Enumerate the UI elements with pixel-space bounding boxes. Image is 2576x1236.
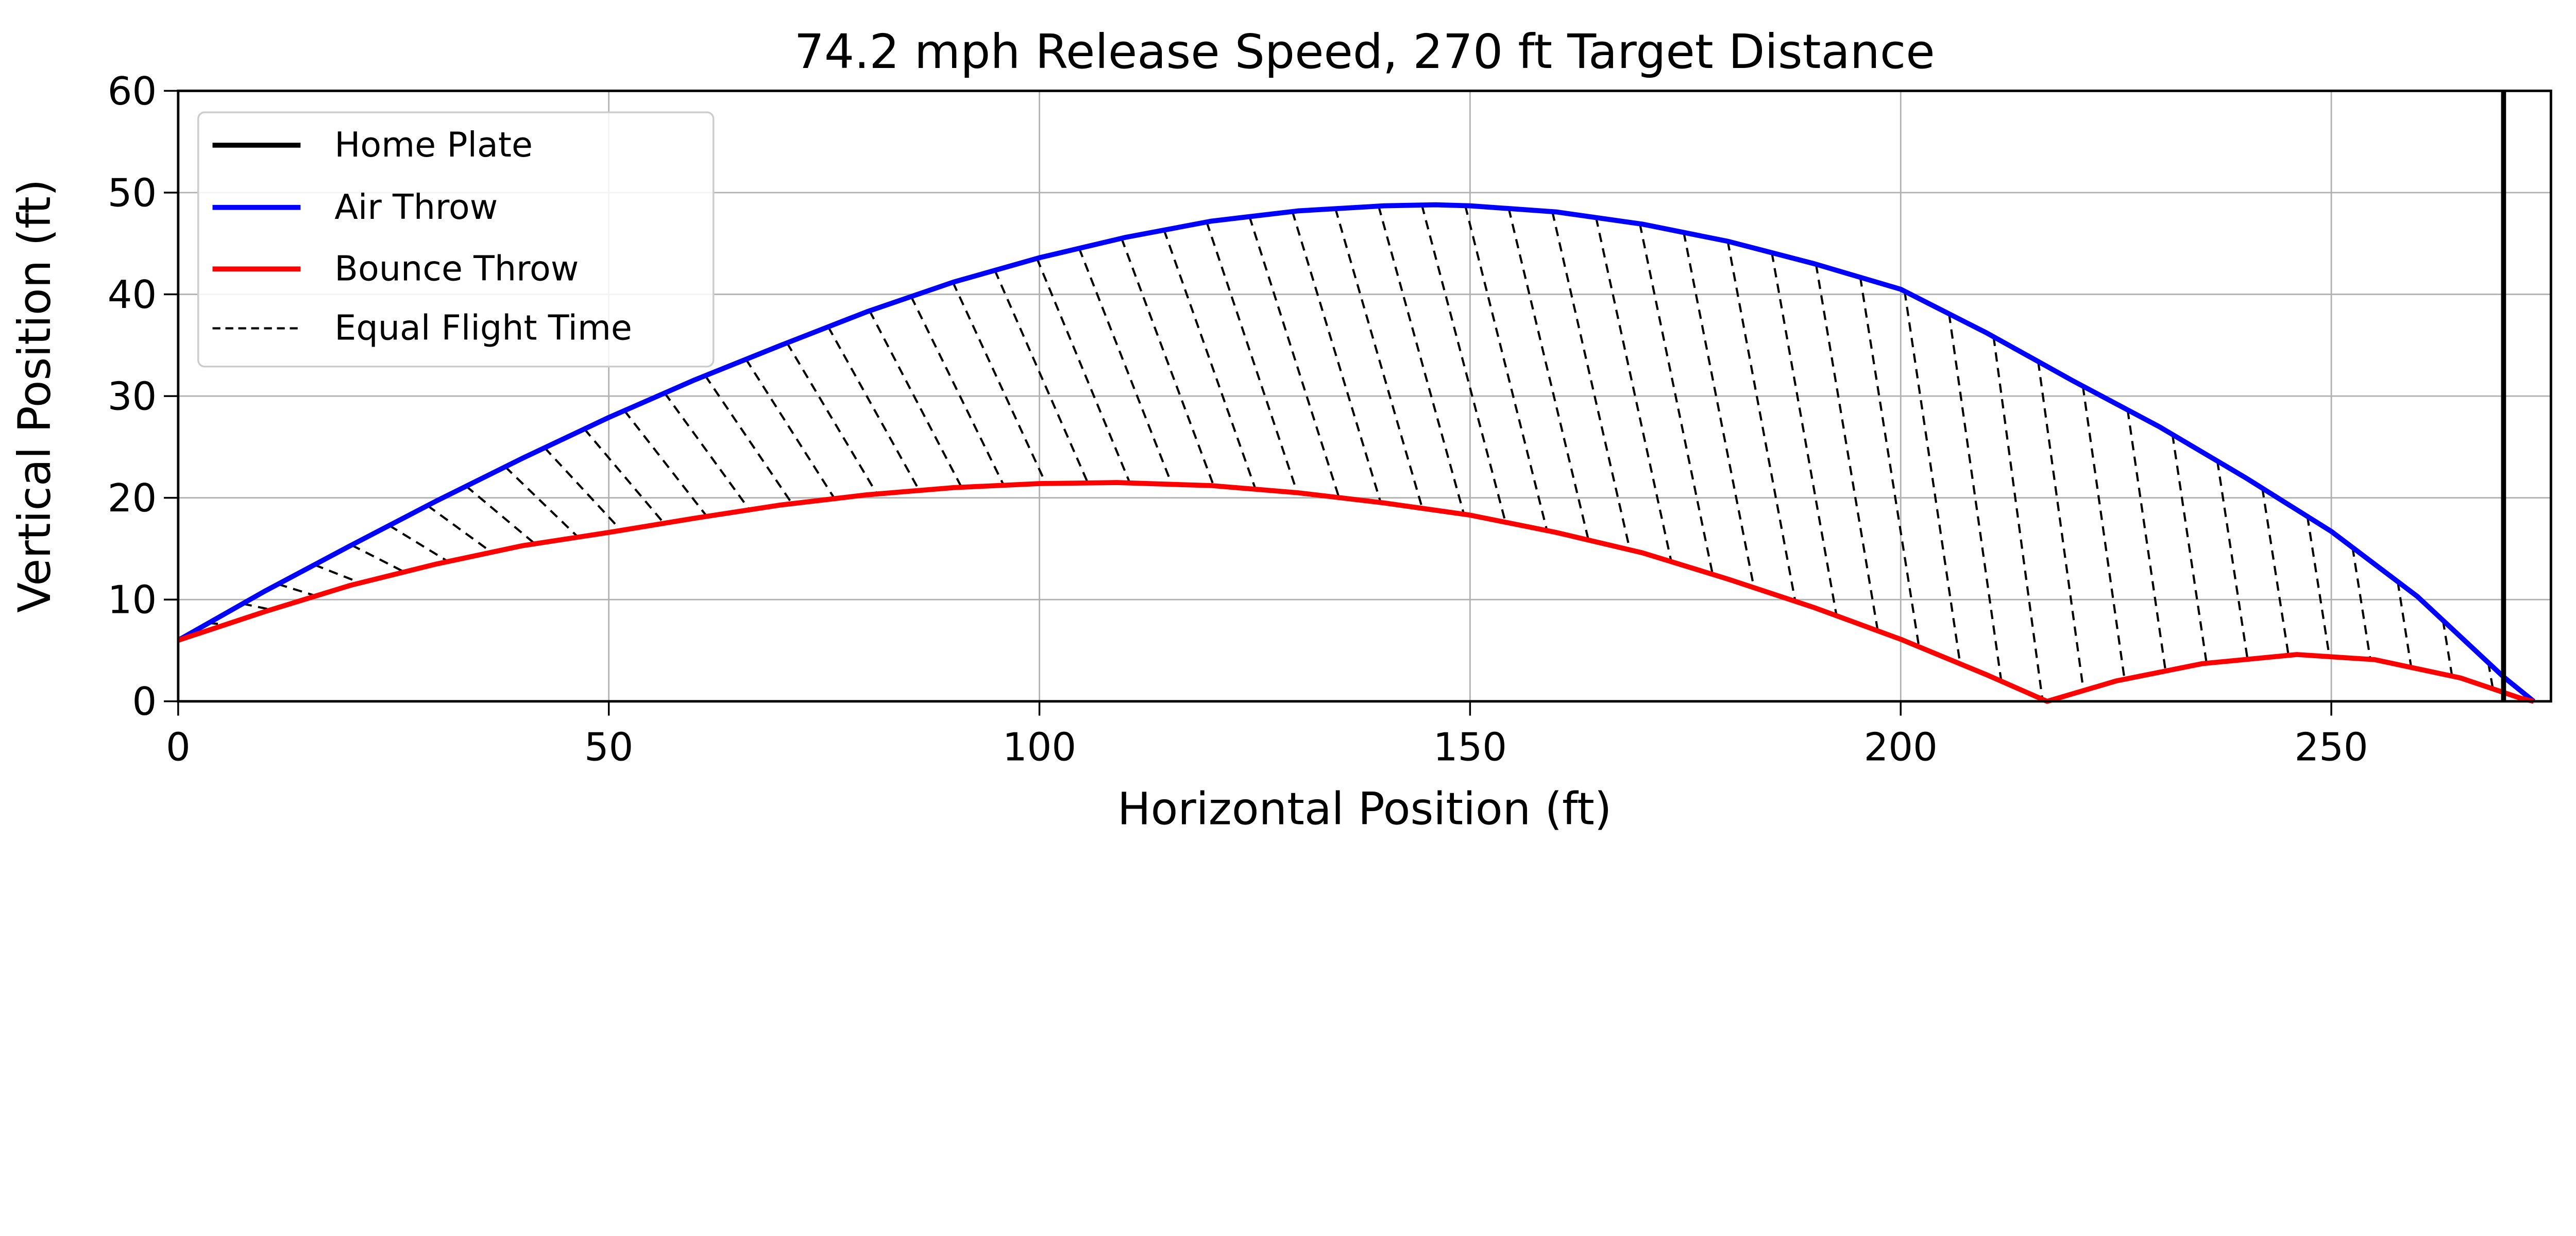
equal-flight-time-line (1377, 205, 1465, 515)
x-tick-label: 150 (1433, 724, 1507, 769)
equal-flight-time-line (1638, 224, 1714, 575)
chart: 74.2 mph Release Speed, 270 ft Target Di… (9, 24, 2552, 835)
equal-flight-time-line (1420, 204, 1507, 523)
equal-flight-time-line (2081, 386, 2126, 680)
equal-flight-time-line (869, 310, 963, 488)
x-tick-label: 0 (166, 724, 191, 769)
series-lines (177, 91, 2535, 704)
equal-flight-time-line (1464, 205, 1548, 531)
equal-flight-time-line (351, 544, 405, 573)
equal-flight-time-line (1551, 211, 1631, 551)
equal-flight-time-line (1595, 217, 1673, 562)
equal-flight-time-line (1771, 252, 1838, 616)
x-axis-label: Horizontal Position (ft) (1117, 784, 1612, 835)
equal-flight-time-line (2126, 409, 2167, 672)
y-axis-label: Vertical Position (ft) (9, 179, 61, 613)
y-tick-label: 60 (108, 68, 157, 114)
equal-flight-time-line (1163, 230, 1257, 490)
legend-box (197, 111, 715, 368)
equal-flight-time-line (314, 563, 361, 584)
x-tick-label: 100 (1003, 724, 1076, 769)
equal-flight-time-line (544, 447, 622, 531)
equal-flight-time-line (504, 466, 579, 538)
equal-flight-time-line (583, 428, 665, 524)
equal-flight-time-line (1120, 238, 1215, 486)
legend-label-air-throw: Air Throw (334, 187, 498, 227)
x-tick-label: 250 (2295, 724, 2368, 769)
equal-flight-time-line (1507, 208, 1590, 541)
y-tick-label: 50 (108, 170, 157, 215)
equal-flight-time-line (1291, 211, 1382, 503)
equal-flight-time-line (745, 358, 836, 500)
y-tick-label: 0 (132, 679, 157, 724)
equal-flight-time-line (1036, 258, 1131, 484)
x-tick-label: 50 (584, 724, 633, 769)
equal-flight-time-line (2306, 516, 2331, 657)
equal-flight-time-line (278, 583, 316, 597)
equal-flight-time-line (786, 342, 878, 495)
equal-flight-time-line (1078, 248, 1173, 485)
equal-flight-time-line (994, 270, 1089, 484)
equal-flight-time-line (704, 375, 793, 505)
equal-flight-time-line (1334, 208, 1423, 509)
equal-flight-time-line (1726, 241, 1797, 602)
legend-label-bounce-throw: Bounce Throw (334, 248, 579, 288)
equal-flight-time-line (2216, 460, 2249, 660)
x-tick-label: 200 (1864, 724, 1938, 769)
equal-flight-time-line (623, 410, 708, 517)
equal-flight-time-line (664, 392, 751, 511)
y-tick-label: 20 (108, 475, 157, 521)
legend-label-home-plate: Home Plate (334, 125, 533, 165)
equal-flight-time-line (2261, 488, 2290, 656)
chart-title: 74.2 mph Release Speed, 270 ft Target Di… (794, 24, 1935, 79)
y-tick-label: 40 (108, 272, 157, 317)
equal-flight-time-line (2037, 361, 2085, 691)
legend: Home Plate Air Throw Bounce Throw Equal … (197, 111, 715, 368)
equal-flight-time-line (2171, 434, 2208, 664)
legend-label-equal-flight-time: Equal Flight Time (334, 308, 632, 348)
y-tick-label: 30 (108, 373, 157, 419)
equal-flight-time-line (910, 296, 1005, 486)
equal-flight-time-line (2351, 547, 2371, 660)
equal-flight-time-line (1206, 221, 1298, 493)
bounce-throw-line (177, 480, 2535, 704)
equal-flight-time-line (1248, 216, 1340, 498)
equal-flight-time-lines (208, 204, 2494, 700)
equal-flight-time-line (1992, 336, 2044, 700)
equal-flight-time-line (427, 505, 493, 554)
equal-flight-time-line (2487, 662, 2494, 689)
equal-flight-time-line (952, 282, 1047, 484)
air-throw-line (177, 202, 2535, 703)
y-tick-label: 10 (108, 577, 157, 623)
ticks: 0 50 100 150 200 250 0 10 20 30 40 50 60 (108, 68, 2368, 770)
equal-flight-time-line (388, 524, 449, 563)
equal-flight-time-line (1683, 232, 1755, 588)
